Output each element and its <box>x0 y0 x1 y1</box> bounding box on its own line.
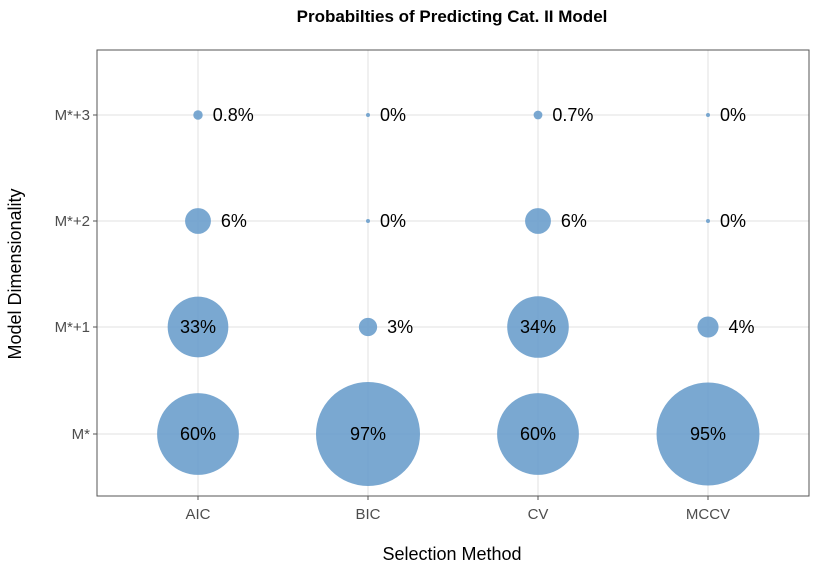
x-tick-label: MCCV <box>686 506 730 523</box>
y-axis-title: Model Dimensionality <box>5 188 25 359</box>
bubble-point <box>706 113 710 117</box>
data-label: 6% <box>221 211 247 231</box>
data-label: 0% <box>380 105 406 125</box>
data-label: 33% <box>180 317 216 337</box>
data-label: 34% <box>520 317 556 337</box>
data-label: 97% <box>350 424 386 444</box>
bubble-point <box>507 296 569 358</box>
y-tick-label: M*+1 <box>55 319 90 336</box>
bubble-point <box>316 382 420 486</box>
data-label: 60% <box>180 424 216 444</box>
y-tick-label: M*+2 <box>55 213 90 230</box>
bubble-point <box>497 393 579 475</box>
bubble-point <box>193 110 203 120</box>
x-tick-label: BIC <box>355 506 380 523</box>
bubble-point <box>656 382 760 486</box>
chart-title: Probabilties of Predicting Cat. II Model <box>297 7 608 26</box>
bubble-point <box>185 208 211 234</box>
bubble-point <box>697 316 719 338</box>
bubble-point <box>706 219 710 223</box>
bubble-point <box>533 110 543 120</box>
data-label: 3% <box>387 317 413 337</box>
y-tick-label: M* <box>72 426 90 443</box>
data-label: 0% <box>720 105 746 125</box>
x-tick-label: AIC <box>185 506 210 523</box>
data-label: 0.8% <box>213 105 254 125</box>
x-axis-title: Selection Method <box>382 544 521 564</box>
bubble-point <box>358 317 378 337</box>
bubble-point <box>167 296 229 358</box>
bubble-point <box>366 219 370 223</box>
data-label: 0% <box>380 211 406 231</box>
data-label: 4% <box>729 317 755 337</box>
plot-panel-border <box>96 49 810 497</box>
x-tick-label: CV <box>528 506 549 523</box>
bubble-point <box>366 113 370 117</box>
plot-area: AIC BIC CV MCCV M* M*+1 M*+2 M*+3 0.8% 0% 0.7% 0% 6%… <box>55 49 810 523</box>
data-label: 95% <box>690 424 726 444</box>
y-tick-label: M*+3 <box>55 107 90 124</box>
data-label: 0.7% <box>552 105 593 125</box>
bubble-point <box>525 208 551 234</box>
data-label: 6% <box>561 211 587 231</box>
data-label: 60% <box>520 424 556 444</box>
bubble-point <box>157 393 239 475</box>
data-label: 0% <box>720 211 746 231</box>
